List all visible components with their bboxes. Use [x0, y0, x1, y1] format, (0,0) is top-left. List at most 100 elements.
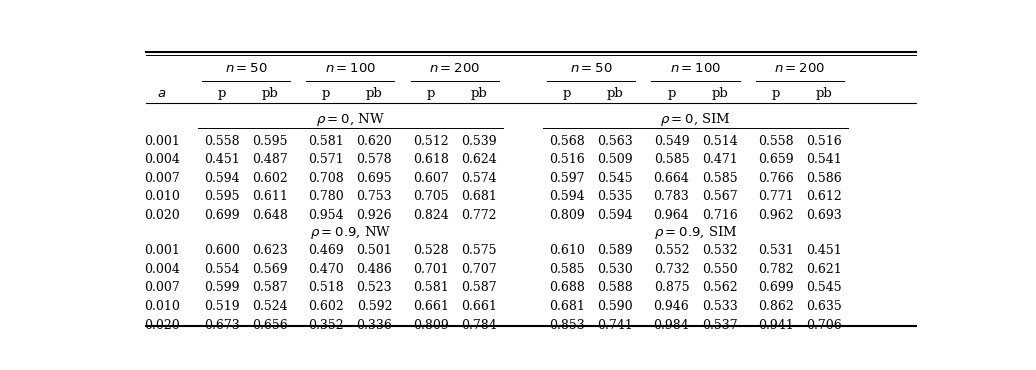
Text: $n=100$: $n=100$	[670, 61, 721, 74]
Text: 0.531: 0.531	[758, 245, 794, 258]
Text: 0.571: 0.571	[309, 153, 344, 166]
Text: 0.336: 0.336	[356, 319, 393, 332]
Text: 0.575: 0.575	[461, 245, 496, 258]
Text: 0.589: 0.589	[598, 245, 633, 258]
Text: $n=50$: $n=50$	[570, 61, 612, 74]
Text: $\rho=0.9$, NW: $\rho=0.9$, NW	[310, 224, 391, 241]
Text: 0.688: 0.688	[549, 282, 585, 295]
Text: 0.964: 0.964	[654, 209, 689, 222]
Text: p: p	[667, 87, 675, 100]
Text: $\rho=0$, NW: $\rho=0$, NW	[316, 111, 384, 128]
Text: 0.558: 0.558	[204, 135, 239, 148]
Text: 0.004: 0.004	[144, 263, 179, 276]
Text: $n=50$: $n=50$	[225, 61, 267, 74]
Text: 0.007: 0.007	[144, 282, 179, 295]
Text: 0.558: 0.558	[758, 135, 794, 148]
Text: 0.705: 0.705	[412, 190, 449, 204]
Text: 0.954: 0.954	[309, 209, 344, 222]
Text: 0.753: 0.753	[356, 190, 393, 204]
Text: 0.661: 0.661	[412, 300, 449, 313]
Text: 0.732: 0.732	[654, 263, 689, 276]
Text: 0.581: 0.581	[412, 282, 449, 295]
Text: p: p	[218, 87, 226, 100]
Text: 0.470: 0.470	[309, 263, 344, 276]
Text: 0.809: 0.809	[549, 209, 585, 222]
Text: 0.585: 0.585	[549, 263, 585, 276]
Text: $\rho=0.9$, SIM: $\rho=0.9$, SIM	[654, 224, 738, 241]
Text: 0.594: 0.594	[549, 190, 585, 204]
Text: 0.535: 0.535	[598, 190, 633, 204]
Text: 0.569: 0.569	[252, 263, 288, 276]
Text: p: p	[427, 87, 435, 100]
Text: 0.516: 0.516	[806, 135, 842, 148]
Text: 0.512: 0.512	[412, 135, 449, 148]
Text: 0.962: 0.962	[758, 209, 794, 222]
Text: 0.554: 0.554	[204, 263, 239, 276]
Text: 0.618: 0.618	[412, 153, 449, 166]
Text: $n=200$: $n=200$	[429, 61, 480, 74]
Text: 0.623: 0.623	[252, 245, 288, 258]
Text: 0.611: 0.611	[252, 190, 288, 204]
Text: p: p	[563, 87, 571, 100]
Text: 0.673: 0.673	[204, 319, 239, 332]
Text: 0.451: 0.451	[806, 245, 842, 258]
Text: 0.563: 0.563	[598, 135, 633, 148]
Text: 0.545: 0.545	[806, 282, 842, 295]
Text: 0.648: 0.648	[252, 209, 288, 222]
Text: 0.699: 0.699	[758, 282, 794, 295]
Text: $n=200$: $n=200$	[775, 61, 826, 74]
Text: 0.620: 0.620	[356, 135, 393, 148]
Text: 0.007: 0.007	[144, 172, 179, 185]
Text: 0.946: 0.946	[654, 300, 689, 313]
Text: 0.661: 0.661	[461, 300, 496, 313]
Text: 0.624: 0.624	[461, 153, 496, 166]
Text: 0.516: 0.516	[549, 153, 585, 166]
Text: 0.568: 0.568	[549, 135, 585, 148]
Text: 0.588: 0.588	[598, 282, 633, 295]
Text: 0.578: 0.578	[356, 153, 393, 166]
Text: 0.514: 0.514	[701, 135, 738, 148]
Text: 0.862: 0.862	[758, 300, 794, 313]
Text: 0.486: 0.486	[356, 263, 393, 276]
Text: 0.537: 0.537	[701, 319, 738, 332]
Text: 0.594: 0.594	[204, 172, 239, 185]
Text: 0.550: 0.550	[701, 263, 738, 276]
Text: 0.587: 0.587	[461, 282, 496, 295]
Text: 0.659: 0.659	[758, 153, 794, 166]
Text: 0.562: 0.562	[701, 282, 738, 295]
Text: 0.771: 0.771	[758, 190, 794, 204]
Text: 0.001: 0.001	[144, 135, 179, 148]
Text: 0.509: 0.509	[598, 153, 633, 166]
Text: 0.595: 0.595	[252, 135, 288, 148]
Text: 0.595: 0.595	[204, 190, 239, 204]
Text: 0.602: 0.602	[309, 300, 344, 313]
Text: pb: pb	[815, 87, 832, 100]
Text: 0.594: 0.594	[598, 209, 633, 222]
Text: 0.471: 0.471	[701, 153, 738, 166]
Text: 0.549: 0.549	[654, 135, 689, 148]
Text: 0.010: 0.010	[144, 190, 179, 204]
Text: 0.708: 0.708	[309, 172, 344, 185]
Text: 0.352: 0.352	[309, 319, 344, 332]
Text: 0.783: 0.783	[654, 190, 689, 204]
Text: 0.020: 0.020	[144, 209, 179, 222]
Text: pb: pb	[607, 87, 624, 100]
Text: pb: pb	[712, 87, 728, 100]
Text: 0.824: 0.824	[412, 209, 449, 222]
Text: 0.610: 0.610	[549, 245, 585, 258]
Text: 0.567: 0.567	[701, 190, 738, 204]
Text: 0.621: 0.621	[806, 263, 842, 276]
Text: 0.602: 0.602	[252, 172, 288, 185]
Text: 0.766: 0.766	[758, 172, 794, 185]
Text: 0.984: 0.984	[654, 319, 689, 332]
Text: 0.451: 0.451	[204, 153, 239, 166]
Text: 0.716: 0.716	[701, 209, 738, 222]
Text: 0.707: 0.707	[461, 263, 496, 276]
Text: 0.523: 0.523	[356, 282, 393, 295]
Text: 0.585: 0.585	[701, 172, 738, 185]
Text: p: p	[322, 87, 330, 100]
Text: 0.701: 0.701	[412, 263, 449, 276]
Text: 0.518: 0.518	[309, 282, 344, 295]
Text: 0.599: 0.599	[204, 282, 239, 295]
Text: 0.585: 0.585	[654, 153, 689, 166]
